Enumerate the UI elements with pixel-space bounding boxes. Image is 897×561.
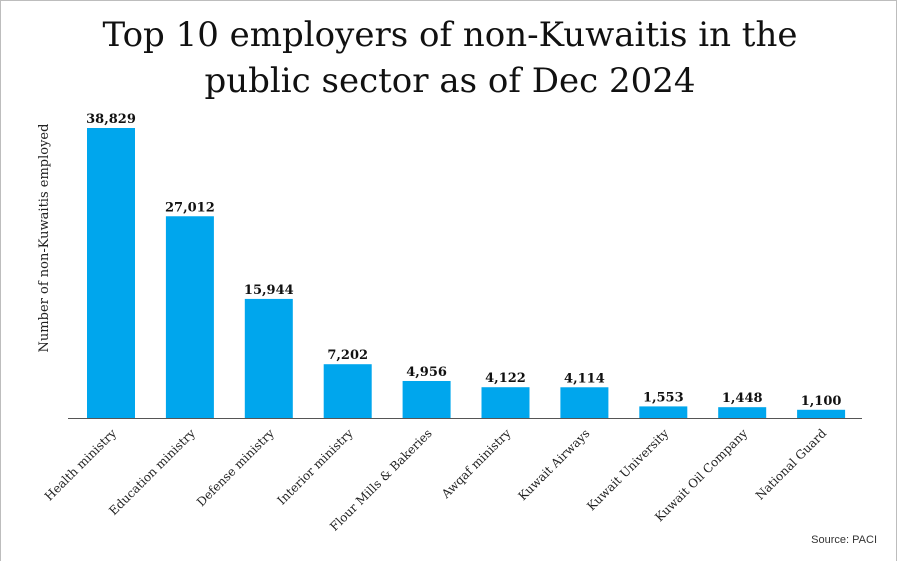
data-label: 4,114 bbox=[564, 371, 605, 386]
bar bbox=[481, 387, 530, 418]
data-label: 1,448 bbox=[722, 391, 763, 406]
bar bbox=[323, 364, 372, 418]
x-tick-label: Defense ministry bbox=[194, 426, 277, 509]
bar bbox=[244, 298, 293, 418]
data-label: 4,122 bbox=[485, 371, 526, 386]
bar bbox=[165, 216, 214, 418]
data-label: 4,956 bbox=[406, 365, 447, 380]
source-note: Source: PACI bbox=[811, 534, 877, 546]
data-label: 7,202 bbox=[327, 348, 368, 363]
data-label: 38,829 bbox=[86, 112, 136, 127]
x-tick-label: Awqaf ministry bbox=[438, 426, 514, 502]
x-tick-label: Kuwait Airways bbox=[515, 426, 592, 503]
data-label: 1,100 bbox=[801, 394, 842, 409]
x-tick-label: Kuwait Oil Company bbox=[652, 426, 750, 524]
x-tick-label: National Guard bbox=[753, 426, 830, 503]
y-axis-label: Number of non-Kuwaitis employed bbox=[37, 124, 52, 353]
bar bbox=[560, 387, 609, 418]
x-tick-label: Kuwait University bbox=[584, 426, 671, 513]
bar bbox=[402, 380, 451, 418]
bar bbox=[718, 407, 767, 418]
data-label: 15,944 bbox=[244, 283, 294, 298]
data-label: 27,012 bbox=[165, 200, 215, 215]
bar bbox=[639, 406, 688, 418]
x-tick-label: Interior ministry bbox=[274, 426, 355, 507]
x-tick-label: Education ministry bbox=[106, 426, 198, 518]
bar bbox=[87, 128, 135, 418]
bar bbox=[797, 409, 846, 418]
data-label: 1,553 bbox=[643, 390, 684, 405]
x-tick-label: Health ministry bbox=[42, 426, 119, 503]
chart-title: Top 10 employers of non-Kuwaitis in the … bbox=[102, 15, 798, 101]
